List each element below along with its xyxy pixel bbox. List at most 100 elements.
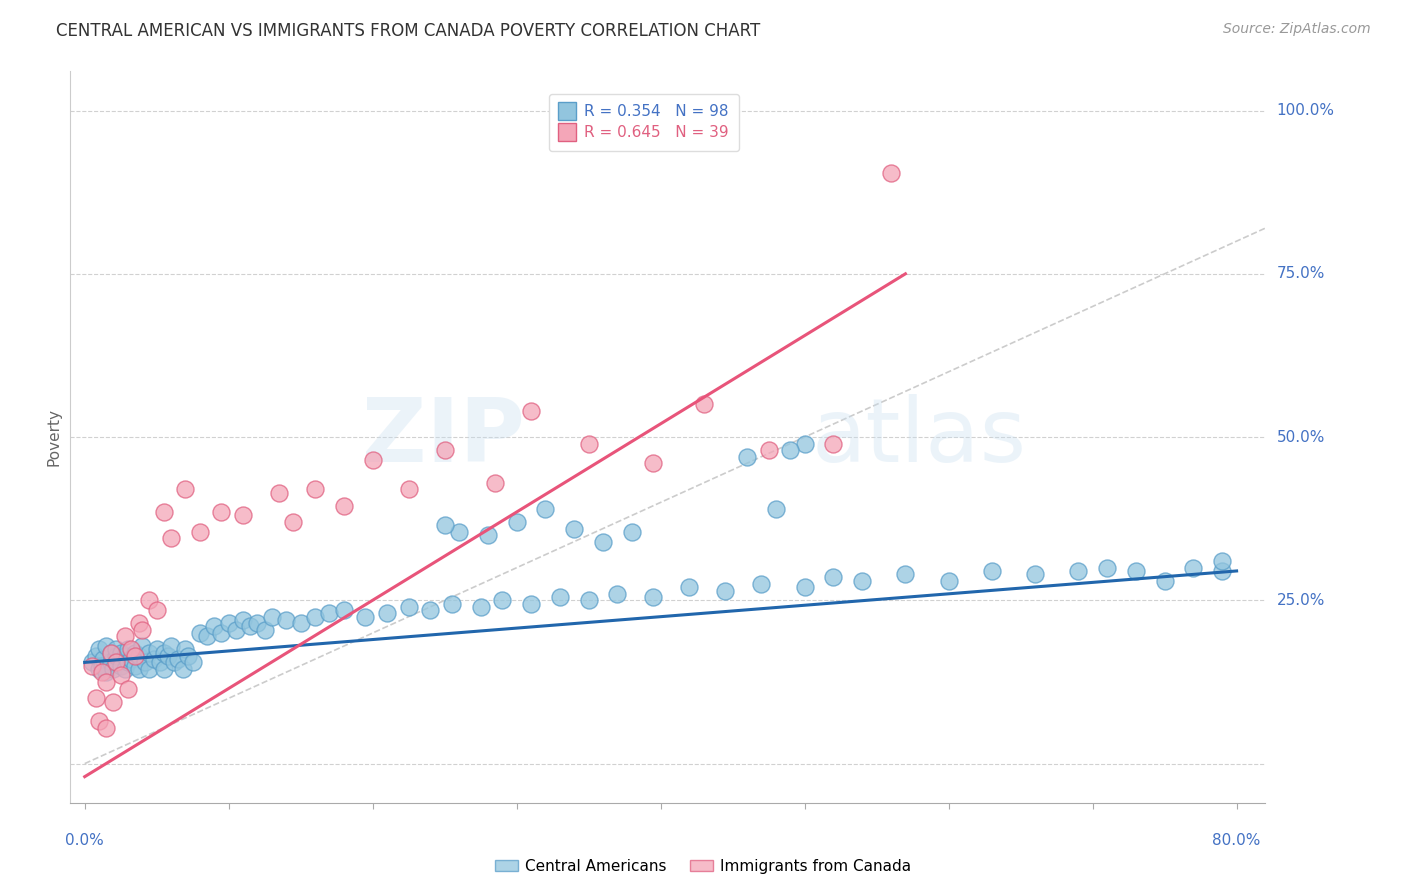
Point <box>276 613 298 627</box>
Point <box>100 656 122 670</box>
Point <box>100 646 122 660</box>
Point <box>433 518 456 533</box>
Point <box>714 583 737 598</box>
Point <box>578 436 600 450</box>
Point <box>304 609 326 624</box>
Point <box>218 616 240 631</box>
Text: CENTRAL AMERICAN VS IMMIGRANTS FROM CANADA POVERTY CORRELATION CHART: CENTRAL AMERICAN VS IMMIGRANTS FROM CANA… <box>56 22 761 40</box>
Point <box>128 648 150 663</box>
Point <box>793 436 815 450</box>
Point <box>117 656 139 670</box>
Text: ZIP: ZIP <box>361 393 524 481</box>
Point <box>84 691 107 706</box>
Point <box>1211 564 1233 578</box>
Point <box>398 483 420 497</box>
Point <box>124 646 146 660</box>
Point <box>177 648 200 663</box>
Point <box>980 564 1002 578</box>
Point <box>96 639 118 653</box>
Point <box>433 443 456 458</box>
Point <box>131 639 153 653</box>
Point <box>128 662 150 676</box>
Point <box>153 646 176 660</box>
Point <box>174 483 197 497</box>
Point <box>80 656 103 670</box>
Point <box>548 590 571 604</box>
Point <box>304 483 326 497</box>
Point <box>80 658 103 673</box>
Point <box>823 570 845 584</box>
Point <box>114 629 136 643</box>
Point <box>87 662 110 676</box>
Point <box>195 629 218 643</box>
Point <box>131 623 153 637</box>
Point <box>110 646 132 660</box>
Point <box>148 656 170 670</box>
Point <box>138 593 160 607</box>
Point <box>188 626 211 640</box>
Text: 0.0%: 0.0% <box>65 833 104 848</box>
Point <box>534 502 557 516</box>
Point <box>103 695 125 709</box>
Point <box>267 485 290 500</box>
Point <box>96 675 118 690</box>
Point <box>211 626 233 640</box>
Text: 50.0%: 50.0% <box>1277 430 1324 444</box>
Point <box>592 534 614 549</box>
Text: 25.0%: 25.0% <box>1277 593 1324 607</box>
Point <box>157 648 180 663</box>
Point <box>643 590 665 604</box>
Point <box>361 453 384 467</box>
Point <box>851 574 873 588</box>
Point <box>419 603 441 617</box>
Point <box>693 397 716 411</box>
Point <box>128 616 150 631</box>
Point <box>449 524 471 539</box>
Point <box>110 658 132 673</box>
Point <box>477 528 499 542</box>
Point <box>491 593 513 607</box>
Point <box>765 502 787 516</box>
Point <box>318 607 340 621</box>
Point <box>1125 564 1147 578</box>
Point <box>225 623 247 637</box>
Legend: R = 0.354   N = 98, R = 0.645   N = 39: R = 0.354 N = 98, R = 0.645 N = 39 <box>548 94 740 151</box>
Point <box>398 599 420 614</box>
Point <box>735 450 758 464</box>
Point <box>1067 564 1090 578</box>
Point <box>202 619 225 633</box>
Point <box>87 642 110 657</box>
Point <box>253 623 276 637</box>
Point <box>470 599 492 614</box>
Point <box>117 681 139 696</box>
Point <box>87 714 110 728</box>
Point <box>1153 574 1175 588</box>
Point <box>375 607 398 621</box>
Point <box>520 597 543 611</box>
Point <box>484 475 506 490</box>
Point <box>938 574 960 588</box>
Point <box>578 593 600 607</box>
Point <box>114 662 136 676</box>
Point <box>333 603 356 617</box>
Text: 100.0%: 100.0% <box>1277 103 1334 118</box>
Point <box>779 443 801 458</box>
Point <box>1211 554 1233 568</box>
Point <box>793 580 815 594</box>
Point <box>188 524 211 539</box>
Point <box>114 648 136 663</box>
Point <box>120 652 142 666</box>
Point <box>120 642 142 657</box>
Point <box>333 499 356 513</box>
Point <box>751 577 773 591</box>
Point <box>142 652 165 666</box>
Point <box>440 597 463 611</box>
Point <box>124 648 146 663</box>
Point <box>103 662 125 676</box>
Point <box>562 521 585 535</box>
Point <box>145 642 167 657</box>
Text: 80.0%: 80.0% <box>1212 833 1261 848</box>
Point <box>163 656 186 670</box>
Point <box>153 662 176 676</box>
Point <box>894 567 917 582</box>
